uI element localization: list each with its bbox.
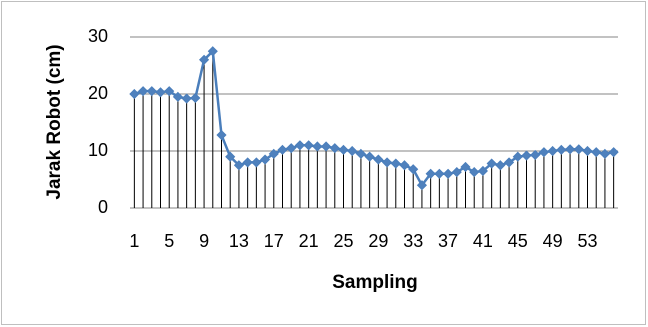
y-tick-label: 0 [98, 197, 108, 217]
y-axis-title: Jarak Robot (cm) [44, 44, 65, 199]
marker [216, 129, 227, 141]
y-tick-label: 30 [88, 26, 108, 46]
marker [207, 46, 218, 57]
marker [504, 157, 515, 168]
marker [443, 168, 454, 179]
marker [434, 168, 445, 179]
x-tick-label: 33 [403, 231, 423, 251]
marker [486, 158, 497, 169]
marker [303, 140, 314, 151]
marker [172, 91, 183, 102]
marker [382, 157, 393, 168]
marker [477, 165, 488, 177]
marker [233, 160, 244, 171]
x-tick-label: 13 [229, 231, 249, 251]
marker [538, 147, 549, 158]
x-tick-label: 29 [368, 231, 388, 251]
x-tick-label: 1 [129, 231, 139, 251]
marker [251, 157, 262, 168]
x-tick-label: 9 [199, 231, 209, 251]
marker [321, 141, 332, 152]
marker [530, 149, 541, 161]
y-tick-label: 20 [88, 83, 108, 103]
marker [599, 148, 610, 159]
y-tick-label: 10 [88, 140, 108, 160]
marker [416, 180, 427, 191]
marker [565, 144, 576, 155]
marker [364, 151, 375, 162]
x-tick-label: 5 [164, 231, 174, 251]
marker [181, 93, 192, 104]
marker [512, 151, 523, 162]
marker [495, 160, 506, 171]
marker [190, 92, 201, 104]
x-tick-label: 37 [438, 231, 458, 251]
marker [277, 144, 288, 155]
marker [155, 87, 166, 98]
marker [242, 157, 253, 168]
marker [312, 141, 323, 152]
marker [469, 167, 480, 178]
marker [408, 164, 419, 175]
x-tick-label: 17 [264, 231, 284, 251]
x-tick-label: 41 [473, 231, 493, 251]
x-axis-title: Sampling [332, 272, 418, 293]
marker [129, 88, 140, 100]
marker [347, 145, 358, 157]
marker [164, 86, 175, 97]
marker [329, 143, 340, 154]
marker [451, 167, 462, 178]
marker [146, 86, 157, 97]
marker [573, 144, 584, 155]
x-tick-label: 53 [577, 231, 597, 251]
marker [521, 150, 532, 161]
marker [373, 154, 384, 165]
marker [294, 140, 305, 151]
marker [199, 54, 210, 65]
marker [547, 145, 558, 157]
marker [355, 148, 366, 159]
marker [286, 143, 297, 154]
x-tick-label: 25 [333, 231, 353, 251]
marker [582, 145, 593, 157]
x-tick-label: 49 [543, 231, 563, 251]
marker [338, 144, 349, 155]
marker [556, 144, 567, 155]
marker [608, 147, 619, 158]
marker [460, 161, 471, 173]
marker [260, 154, 271, 165]
marker [399, 160, 410, 171]
marker [225, 151, 236, 162]
x-tick-label: 21 [299, 231, 319, 251]
marker [425, 168, 436, 179]
marker [591, 147, 602, 158]
marker [268, 148, 279, 159]
marker [138, 86, 149, 97]
marker [390, 158, 401, 169]
x-tick-label: 45 [508, 231, 528, 251]
